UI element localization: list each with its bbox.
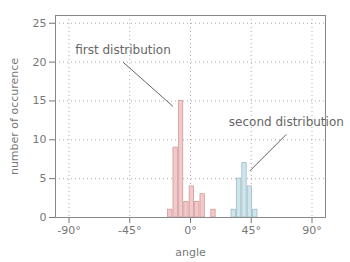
svg-text:-45°: -45° [118, 224, 141, 237]
svg-text:20: 20 [33, 56, 47, 69]
svg-text:-90°: -90° [57, 224, 80, 237]
svg-text:0°: 0° [184, 224, 197, 237]
svg-text:second distribution: second distribution [229, 115, 344, 129]
svg-text:angle: angle [175, 246, 206, 259]
svg-text:25: 25 [33, 17, 47, 30]
svg-text:10: 10 [33, 133, 47, 146]
svg-text:90°: 90° [302, 224, 322, 237]
svg-text:5: 5 [40, 172, 47, 185]
svg-text:15: 15 [33, 94, 47, 107]
svg-text:45°: 45° [242, 224, 262, 237]
svg-text:0: 0 [40, 211, 47, 224]
svg-text:number of occurence: number of occurence [8, 58, 21, 175]
svg-text:first distribution: first distribution [75, 43, 171, 57]
